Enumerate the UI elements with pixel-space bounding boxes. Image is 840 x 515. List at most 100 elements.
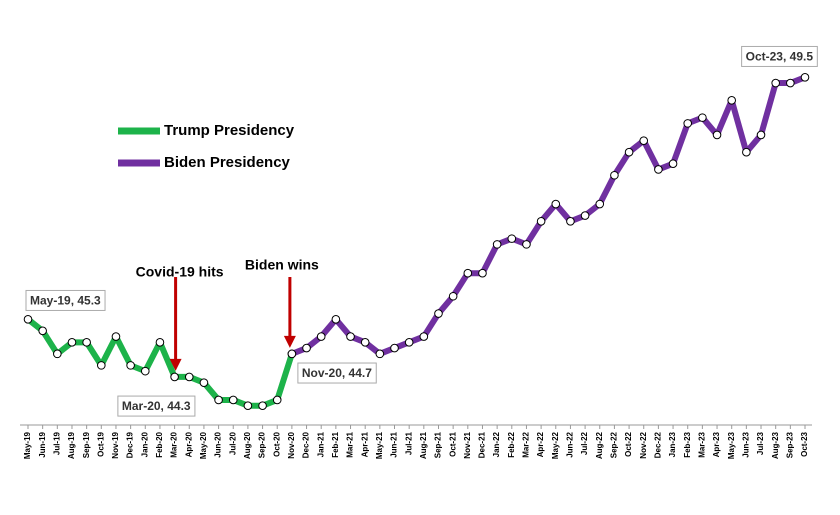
point (155, 338, 165, 347)
x-tick-label: Oct-21 (448, 431, 457, 456)
x-tick-label: Aug-19 (67, 431, 76, 459)
x-tick-label: Dec-20 (302, 431, 311, 458)
x-tick-label: Aug-22 (595, 431, 604, 459)
data-label-text: Oct-23, 49.5 (746, 49, 814, 63)
x-tick-label: Dec-22 (654, 431, 663, 458)
point (140, 366, 150, 376)
x-tick-label: Jun-20 (214, 431, 223, 457)
point (331, 314, 341, 324)
point (683, 119, 693, 128)
x-tick-label: Oct-20 (272, 431, 281, 456)
x-tick-label: Aug-21 (419, 431, 428, 459)
point (316, 332, 326, 341)
point (786, 78, 795, 88)
x-tick-label: Jan-23 (668, 431, 677, 457)
point (287, 349, 297, 359)
point (346, 332, 355, 341)
point (448, 291, 458, 301)
point (214, 395, 223, 405)
point (800, 72, 810, 82)
point (53, 349, 62, 359)
point (610, 170, 619, 180)
point (184, 372, 194, 382)
data-label: Oct-23, 49.5 (741, 45, 818, 67)
x-tick-label: Sep-20 (258, 431, 267, 458)
x-tick-label: Sep-22 (610, 431, 619, 458)
x-tick-label: Mar-23 (697, 431, 706, 457)
point (580, 211, 590, 220)
point (566, 217, 575, 226)
annotation-text: Biden wins (245, 257, 319, 273)
point (404, 338, 414, 347)
point (360, 338, 370, 347)
point (126, 361, 135, 370)
series-line (26, 316, 295, 409)
x-tick-label: May-23 (727, 431, 736, 459)
point (434, 309, 443, 318)
data-label-text: May-19, 45.3 (30, 293, 101, 307)
x-tick-label: Feb-20 (155, 431, 164, 457)
point (756, 130, 766, 140)
data-label-box (297, 362, 377, 384)
annotation-arrowhead (169, 358, 182, 371)
x-tick-label: May-22 (551, 431, 560, 459)
point (199, 378, 209, 387)
point (536, 217, 546, 226)
data-label-box (741, 45, 818, 67)
series-line (290, 74, 807, 357)
point (639, 136, 649, 145)
point (38, 326, 47, 336)
point (771, 78, 780, 88)
data-label-box (117, 395, 196, 417)
x-tick-label: May-19 (23, 431, 32, 459)
data-label: Mar-20, 44.3 (117, 395, 196, 417)
x-tick-label: Oct-19 (96, 431, 105, 456)
x-tick-label: Jun-19 (38, 431, 47, 457)
x-tick-label: Sep-21 (434, 431, 443, 458)
point (170, 372, 179, 382)
x-tick-label: Apr-22 (536, 431, 545, 457)
point (228, 395, 238, 405)
x-tick-label: Apr-21 (360, 431, 369, 457)
point (258, 401, 267, 411)
point (507, 234, 517, 243)
x-tick-label: Jan-21 (316, 431, 325, 457)
point (654, 165, 663, 174)
point (67, 338, 77, 347)
point (698, 113, 707, 122)
x-tick-label: May-21 (375, 431, 384, 459)
point (742, 147, 751, 157)
x-tick-label: Nov-19 (111, 431, 120, 458)
x-tick-label: Dec-19 (126, 431, 135, 458)
point (243, 401, 253, 411)
point (111, 332, 121, 341)
point (82, 338, 91, 347)
x-tick-label: Nov-21 (463, 431, 472, 458)
point (375, 349, 385, 359)
point (390, 343, 399, 353)
x-tick-label: Apr-20 (184, 431, 193, 457)
x-tick-label: Mar-20 (170, 431, 179, 457)
annotation-text: Covid-19 hits (136, 264, 224, 280)
x-tick-label: Jul-23 (756, 431, 765, 455)
x-tick-label: Aug-23 (771, 431, 780, 459)
x-tick-label: Jun-21 (390, 431, 399, 457)
point (492, 240, 502, 249)
point (97, 361, 106, 370)
x-tick-label: Oct-23 (800, 431, 809, 456)
data-label: Nov-20, 44.7 (297, 362, 377, 384)
point (624, 147, 634, 157)
x-tick-label: Aug-20 (243, 431, 252, 459)
point (551, 199, 561, 209)
point (668, 159, 678, 169)
x-tick-label: Jul-21 (404, 431, 413, 455)
x-tick-label: Mar-22 (522, 431, 531, 457)
x-tick-label: Feb-21 (331, 431, 340, 457)
x-tick-label: Mar-21 (346, 431, 355, 457)
x-tick-label: Jan-22 (492, 431, 501, 457)
data-label: May-19, 45.3 (25, 289, 106, 311)
x-tick-label: Oct-22 (624, 431, 633, 456)
data-label-text: Mar-20, 44.3 (122, 399, 191, 413)
point (302, 343, 311, 353)
point (727, 96, 736, 105)
